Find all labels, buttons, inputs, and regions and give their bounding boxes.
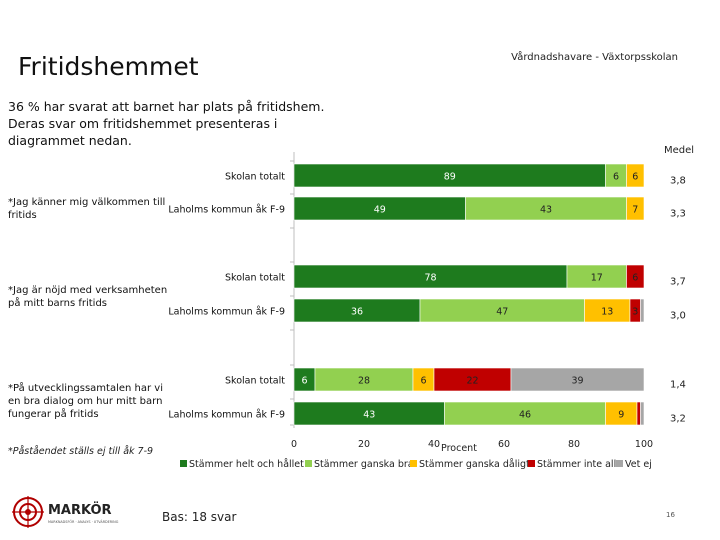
bar-value-label: 43 bbox=[540, 205, 552, 216]
bar-segment bbox=[626, 264, 645, 289]
bar-value-label: 3 bbox=[632, 307, 638, 318]
bar-value-label: 47 bbox=[496, 307, 508, 318]
bar-segment bbox=[626, 163, 645, 188]
bar-category-label: Skolan totalt bbox=[225, 376, 285, 387]
bar-value-label: 6 bbox=[301, 376, 307, 387]
bar-segment bbox=[640, 298, 645, 323]
bar-segment bbox=[640, 401, 645, 426]
organization-label: Vårdnadshavare - Växtorpsskolan bbox=[511, 52, 678, 63]
bar-category-label: Laholms kommun åk F-9 bbox=[168, 205, 285, 216]
x-axis-label: Procent bbox=[441, 443, 477, 454]
legend-swatch bbox=[616, 460, 623, 467]
base-count: Bas: 18 svar bbox=[162, 510, 237, 524]
legend-label: Vet ej bbox=[625, 459, 652, 470]
legend-swatch bbox=[410, 460, 417, 467]
bar-value-label: 39 bbox=[571, 376, 583, 387]
legend-label: Stämmer helt och hållet bbox=[189, 459, 304, 470]
bar-segment bbox=[626, 196, 645, 221]
question-label-3: *På utvecklingssamtalen har vi en bra di… bbox=[8, 383, 163, 420]
medel-value: 3,0 bbox=[670, 311, 686, 322]
question-label-2: *Jag är nöjd med verksamheten på mitt ba… bbox=[8, 285, 168, 309]
medel-value: 3,7 bbox=[670, 277, 686, 288]
bar-value-label: 43 bbox=[363, 410, 375, 421]
bar-value-label: 78 bbox=[424, 273, 436, 284]
bar-value-label: 6 bbox=[420, 376, 426, 387]
medel-value: 1,4 bbox=[670, 380, 686, 391]
logo-name: MARKÖR bbox=[48, 502, 112, 518]
bar-value-label: 28 bbox=[358, 376, 370, 387]
x-tick-label: 100 bbox=[635, 439, 653, 450]
bar-value-label: 89 bbox=[444, 172, 456, 183]
markor-logo: MARKÖR MARKNADSFÖR · ANALYS · UTVÄRDERIN… bbox=[12, 496, 122, 534]
x-tick-label: 80 bbox=[568, 439, 580, 450]
bar-value-label: 9 bbox=[618, 410, 624, 421]
bar-segment bbox=[510, 367, 645, 392]
bar-value-label: 36 bbox=[351, 307, 363, 318]
bar-category-label: Skolan totalt bbox=[225, 273, 285, 284]
legend-label: Stämmer ganska dåligt bbox=[419, 459, 530, 470]
medel-value: 3,3 bbox=[670, 209, 686, 220]
bar-value-label: 17 bbox=[591, 273, 603, 284]
bar-value-label: 46 bbox=[519, 410, 531, 421]
legend-swatch bbox=[528, 460, 535, 467]
legend-swatch bbox=[180, 460, 187, 467]
footnote: *Påståendet ställs ej till åk 7-9 bbox=[8, 446, 154, 457]
bar-segment bbox=[636, 401, 641, 426]
bar-category-label: Laholms kommun åk F-9 bbox=[168, 307, 285, 318]
question-label-1: *Jag känner mig välkommen till fritids bbox=[8, 197, 166, 221]
legend-label: Stämmer ganska bra bbox=[314, 459, 414, 470]
page-number: 16 bbox=[666, 511, 675, 519]
bar-value-label: 6 bbox=[632, 273, 638, 284]
bar-category-label: Skolan totalt bbox=[225, 172, 285, 183]
bar-value-label: 13 bbox=[601, 307, 613, 318]
legend-swatch bbox=[305, 460, 312, 467]
x-tick-label: 60 bbox=[498, 439, 510, 450]
legend-label: Stämmer inte alls bbox=[537, 459, 621, 470]
x-tick-label: 0 bbox=[291, 439, 297, 450]
target-icon bbox=[12, 496, 44, 528]
intro-text: 36 % har svarat att barnet har plats på … bbox=[8, 99, 325, 148]
page-title: Fritidshemmet bbox=[18, 52, 199, 81]
bar-value-label: 49 bbox=[374, 205, 386, 216]
medel-value: 3,8 bbox=[670, 176, 686, 187]
x-tick-label: 20 bbox=[358, 439, 370, 450]
medel-value: 3,2 bbox=[670, 414, 686, 425]
medel-header: Medel bbox=[664, 145, 695, 156]
logo-tagline: MARKNADSFÖR · ANALYS · UTVÄRDERING bbox=[48, 519, 119, 524]
bar-value-label: 6 bbox=[613, 172, 619, 183]
bar-category-label: Laholms kommun åk F-9 bbox=[168, 410, 285, 421]
bar-value-label: 22 bbox=[466, 376, 478, 387]
bar-value-label: 6 bbox=[632, 172, 638, 183]
bar-value-label: 7 bbox=[632, 205, 638, 216]
x-tick-label: 40 bbox=[428, 439, 440, 450]
